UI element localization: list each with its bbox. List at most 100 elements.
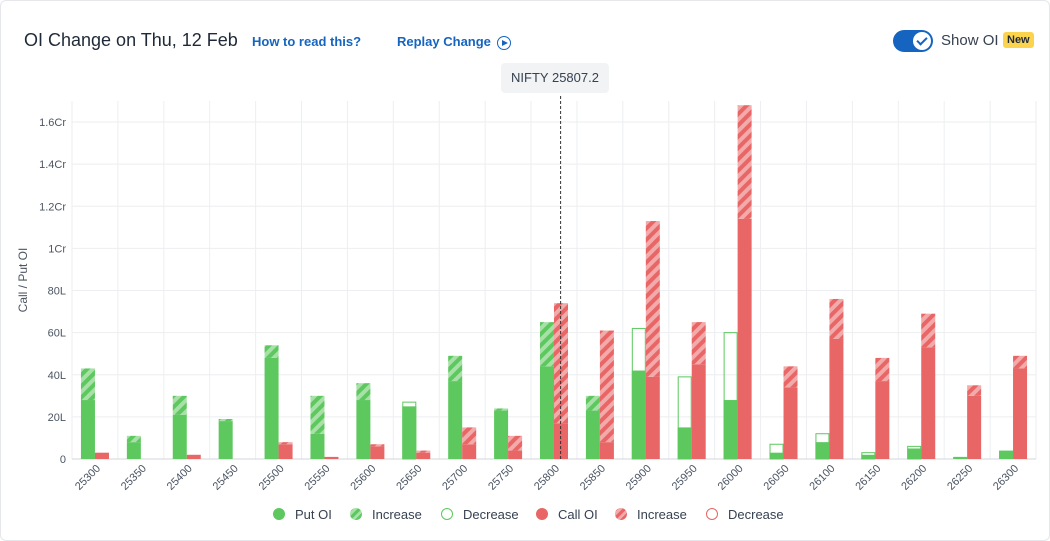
put-decrease-bar	[769, 443, 784, 460]
y-tick-label: 1.2Cr	[39, 201, 66, 213]
x-tick-label: 25600	[348, 463, 378, 493]
how-to-read-link[interactable]: How to read this?	[252, 34, 362, 49]
put-oi-bar	[769, 452, 784, 459]
play-circle-icon	[496, 36, 511, 50]
call-increase-bar	[875, 357, 890, 382]
legend-label: Put OI	[295, 507, 332, 522]
call-oi-bar	[921, 347, 936, 459]
put-decrease-bar	[402, 401, 417, 460]
x-tick-label: 26250	[945, 463, 975, 493]
put-oi-bar	[585, 410, 600, 459]
x-tick-label: 26300	[991, 463, 1021, 493]
put-increase-bar	[585, 395, 600, 411]
x-tick-label: 26150	[853, 463, 883, 493]
put-oi-bar	[861, 454, 876, 459]
put-decrease-bar	[861, 452, 876, 460]
call-increase-bar	[645, 221, 660, 377]
put-increase-bar	[356, 383, 371, 401]
put-oi-bar	[631, 370, 646, 459]
put-increase-bar	[126, 435, 141, 443]
call-oi-bar	[783, 387, 798, 459]
call-oi-bar	[508, 450, 523, 459]
put-increase-bar	[494, 408, 509, 411]
put-decrease-bar	[907, 445, 922, 460]
spot-price-label: NIFTY 25807.2	[501, 63, 609, 93]
call-oi-bar	[737, 218, 752, 459]
new-badge: New	[1003, 32, 1034, 48]
call-oi-bar	[967, 395, 982, 459]
call-increase-bar	[921, 313, 936, 348]
oi-change-chart: 0 20L 40L 60L 80L 1Cr 1.2Cr 1.4Cr 1.6Cr Call / Pu…	[16, 96, 1037, 493]
call-oi-bar	[599, 442, 614, 459]
x-tick-label: 25900	[624, 463, 654, 493]
call-increase-bar	[462, 427, 477, 445]
put-oi-bar	[80, 400, 95, 459]
call-oi-bar	[829, 338, 844, 459]
show-oi-toggle[interactable]	[893, 30, 933, 52]
call-oi-bar	[645, 376, 660, 459]
x-tick-label: 25950	[670, 463, 700, 493]
x-tick-label: 25400	[165, 463, 195, 493]
put-increase-bar	[264, 345, 279, 358]
y-tick-label: 1Cr	[48, 243, 66, 255]
put-decrease-bar	[815, 433, 830, 460]
put-oi-bar	[953, 456, 968, 459]
put-oi-bar	[540, 366, 554, 459]
call-increase-bar	[829, 298, 844, 339]
replay-change-button[interactable]: Replay Change	[397, 34, 511, 50]
x-tick-label: 25300	[73, 463, 103, 493]
legend-label: Increase	[372, 507, 422, 522]
x-tick-label: 25500	[257, 463, 287, 493]
x-tick-label: 25550	[302, 463, 332, 493]
legend-label: Decrease	[728, 507, 784, 522]
call-increase-bar	[1013, 355, 1028, 369]
call-increase-bar	[599, 330, 614, 443]
put-oi-bar	[815, 442, 830, 459]
put-oi-bar	[677, 427, 692, 459]
put-increase-bar	[80, 368, 95, 401]
legend-label: Increase	[637, 507, 687, 522]
y-tick-label: 0	[60, 454, 66, 466]
x-tick-label: 26000	[716, 463, 746, 493]
put-oi-bar	[723, 400, 738, 459]
y-axis-label: Call / Put OI	[16, 248, 30, 313]
x-tick-label: 25650	[394, 463, 424, 493]
put-oi-swatch	[273, 508, 285, 520]
put-increase-swatch	[350, 508, 362, 520]
x-tick-label: 25750	[486, 463, 516, 493]
call-oi-swatch	[536, 508, 548, 520]
call-oi-bar	[691, 364, 706, 459]
x-tick-label: 25700	[440, 463, 470, 493]
page-title: OI Change on Thu, 12 Feb	[24, 30, 238, 50]
call-increase-bar	[967, 385, 982, 396]
put-increase-bar	[172, 395, 187, 415]
call-increase-bar	[783, 366, 798, 388]
x-tick-label: 25450	[211, 463, 241, 493]
call-oi-bar	[1013, 368, 1028, 459]
put-oi-bar	[999, 450, 1014, 459]
put-oi-bar	[402, 406, 417, 459]
call-increase-bar	[416, 450, 431, 453]
y-tick-label: 40L	[48, 370, 66, 382]
call-increase-bar	[508, 435, 523, 451]
x-tick-label: 26050	[762, 463, 792, 493]
x-tick-label: 25800	[532, 463, 562, 493]
legend-label: Call OI	[558, 507, 598, 522]
call-oi-bar	[416, 452, 431, 459]
check-icon	[913, 32, 931, 50]
show-oi-label: Show OI	[941, 32, 999, 49]
call-oi-bar	[278, 444, 293, 459]
y-tick-label: 20L	[48, 412, 66, 424]
put-oi-bar	[126, 442, 141, 459]
call-increase-bar	[691, 322, 706, 365]
replay-change-label: Replay Change	[397, 34, 491, 49]
call-oi-bar	[875, 381, 890, 459]
y-tick-label: 60L	[48, 328, 66, 340]
put-increase-bar	[310, 395, 325, 434]
call-oi-bar	[94, 452, 109, 459]
put-decrease-bar	[723, 332, 738, 460]
x-tick-label: 25850	[578, 463, 608, 493]
call-oi-bar	[324, 456, 339, 459]
legend-label: Decrease	[463, 507, 519, 522]
